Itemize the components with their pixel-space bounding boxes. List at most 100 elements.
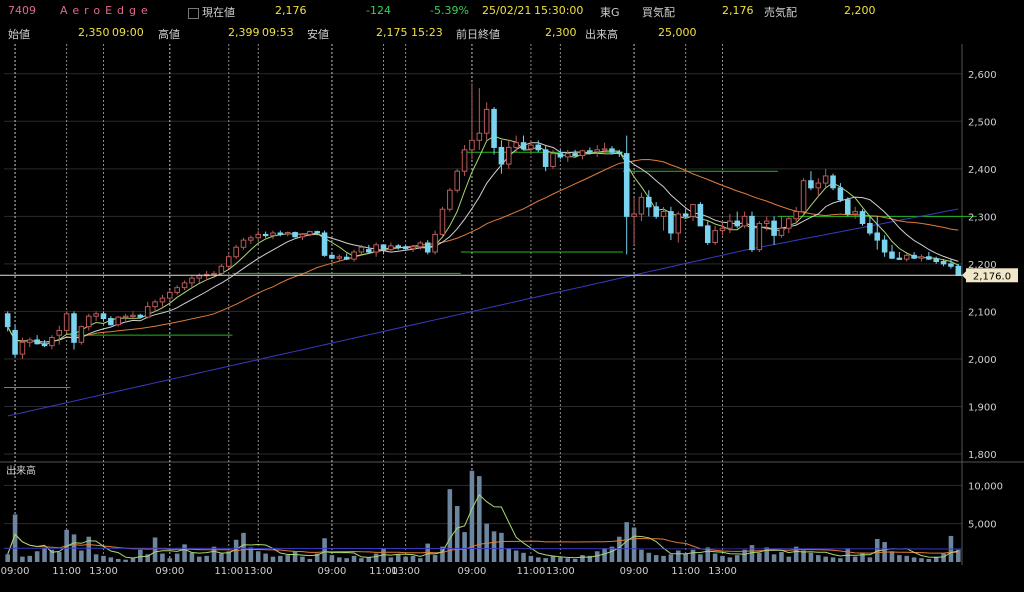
time-tick-label: 11:00	[52, 566, 81, 577]
volume-bar	[742, 549, 747, 562]
candle-down	[623, 153, 630, 217]
open-value: 2,350	[78, 26, 110, 39]
price-tick-label: 2,100	[968, 307, 997, 318]
volume-bar	[838, 558, 843, 562]
volume-bar	[543, 558, 548, 562]
prev-close-label: 前日終値	[456, 28, 500, 41]
volume-bar	[101, 555, 106, 562]
volume-bar	[351, 555, 357, 562]
candle-down	[859, 211, 866, 224]
volume-bar	[440, 546, 445, 562]
volume-label: 出来高	[585, 28, 618, 41]
volume-bar	[167, 558, 173, 562]
volume-bar	[381, 548, 386, 562]
candle-up	[594, 149, 601, 153]
candle-down	[572, 153, 578, 157]
candle-up	[189, 277, 195, 284]
candle-down	[948, 263, 954, 267]
current-price-value: 2,176	[275, 4, 307, 17]
candles	[4, 83, 962, 359]
candle-down	[380, 244, 387, 251]
candle-up	[307, 231, 313, 235]
low-label: 安値	[307, 28, 329, 41]
volume-bar	[307, 558, 313, 562]
volume-bar	[624, 522, 629, 562]
volume-bar	[830, 557, 836, 562]
price-tick-label: 2,600	[968, 70, 997, 81]
stock-name: AeroEdge	[60, 4, 153, 17]
current-price-arrow	[962, 270, 967, 281]
time-tick-label: 11:00	[671, 566, 700, 577]
volume-bar	[506, 548, 512, 562]
volume-bar	[12, 514, 18, 562]
volume-bar	[226, 551, 232, 562]
candle-up	[211, 272, 217, 276]
candle-down	[41, 343, 48, 347]
candle-up	[727, 220, 733, 229]
candle-down	[896, 257, 903, 260]
time-tick-label: 13:00	[546, 566, 575, 577]
volume-bar	[270, 556, 276, 562]
volume-bar	[499, 532, 504, 562]
volume-bar	[690, 549, 696, 562]
candle-up	[388, 245, 394, 251]
current-price-marker: 2,176.0	[0, 268, 1018, 283]
volume-bar	[734, 555, 740, 562]
candle-down	[874, 232, 881, 241]
candle-down	[926, 256, 932, 260]
candle-up	[27, 339, 33, 343]
ask-value: 2,200	[844, 4, 876, 17]
candle-up	[225, 256, 232, 267]
volume-bar	[292, 551, 298, 562]
candle-up	[786, 218, 792, 229]
candle-down	[4, 313, 11, 328]
candle-down	[402, 246, 409, 250]
candle-up	[550, 153, 556, 167]
candle-down	[557, 153, 564, 158]
candle-up	[778, 227, 785, 236]
candle-down	[587, 150, 593, 153]
candle-down	[108, 318, 114, 326]
volume-ma-base	[3, 547, 963, 550]
volume-bar	[248, 547, 254, 562]
candle-up	[56, 329, 63, 336]
candle-up	[439, 208, 446, 235]
volume-bar	[34, 551, 40, 562]
volume-bar	[314, 553, 320, 562]
volume-bar	[197, 556, 202, 562]
volume-bar	[676, 550, 681, 562]
candle-down	[100, 313, 107, 320]
price-change: -124	[366, 4, 391, 17]
volume-bar	[329, 555, 335, 562]
time-tick-label: 09:00	[458, 566, 487, 577]
volume-bar	[373, 553, 379, 562]
time-tick-label: 09:00	[318, 566, 347, 577]
volume-ma-long	[7, 533, 959, 555]
candle-up	[358, 246, 365, 253]
candle-up	[63, 313, 70, 331]
candle-up	[469, 139, 475, 151]
candle-down	[137, 314, 144, 318]
candle-up	[579, 150, 586, 157]
bid-label: 買気配	[642, 6, 675, 19]
candle-up	[159, 297, 166, 303]
candle-down	[697, 203, 704, 227]
candle-down	[771, 220, 777, 236]
volume-ma-lines	[3, 493, 963, 559]
volume-bar	[469, 470, 475, 562]
volume-bar	[602, 548, 607, 562]
candle-up	[115, 316, 122, 326]
price-tick-label: 1,900	[968, 402, 997, 413]
volume-panel-label: 出来高	[6, 464, 36, 477]
candle-up	[793, 211, 799, 220]
candle-down	[704, 225, 711, 243]
time-tick-label: 11:00	[214, 566, 243, 577]
volume-bar	[860, 553, 865, 562]
volume-bar	[867, 557, 873, 562]
checkbox-icon[interactable]	[188, 7, 199, 19]
candle-down	[911, 254, 917, 259]
volume-bar	[926, 558, 932, 562]
volume-bar	[189, 552, 195, 562]
candle-down	[424, 242, 431, 253]
